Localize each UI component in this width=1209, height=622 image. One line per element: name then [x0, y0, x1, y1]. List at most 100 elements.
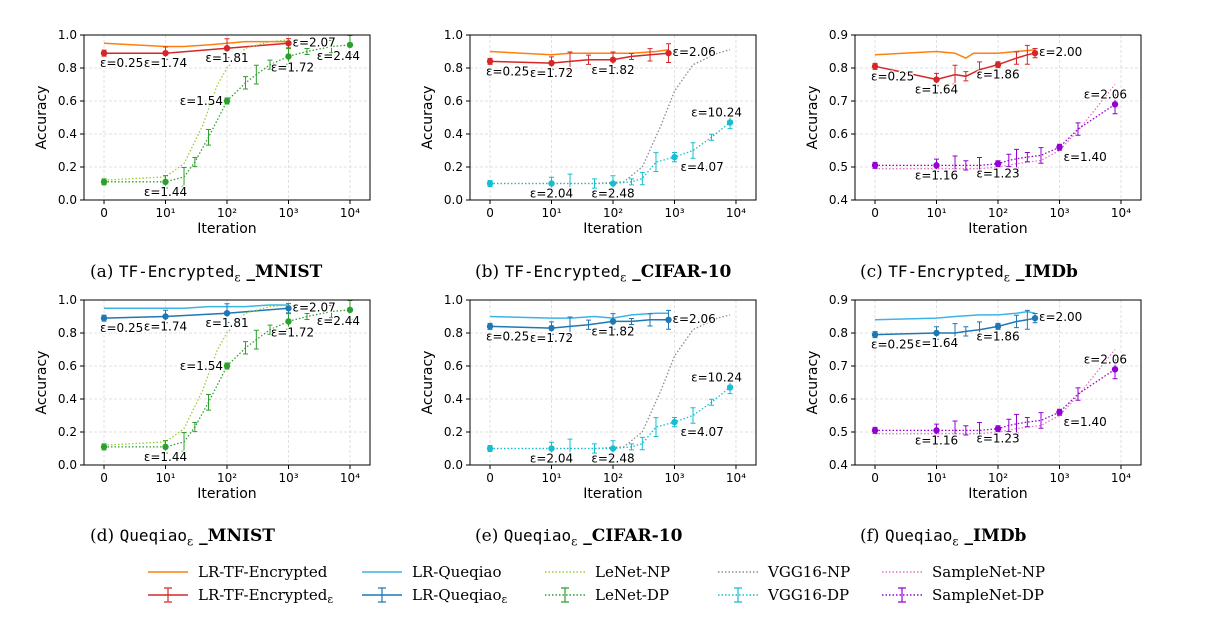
epsilon-annotation: ε=2.07	[292, 35, 335, 49]
data-point	[933, 329, 940, 337]
series-vgg16-dp	[486, 115, 734, 194]
epsilon-annotation: ε=2.07	[292, 300, 335, 314]
x-axis-label: Iteration	[197, 486, 256, 502]
y-tick-label: 0.2	[444, 160, 463, 174]
legend-label: LR-TF-Encryptedε	[198, 586, 333, 606]
series-line	[104, 304, 289, 310]
data-point	[486, 58, 494, 65]
error-bar	[653, 417, 659, 437]
data-point	[486, 180, 494, 187]
error-bar	[629, 178, 635, 186]
epsilon-annotation: ε=1.74	[144, 320, 187, 334]
series-lr-tf-encrypted	[103, 40, 289, 48]
x-axis-label: Iteration	[197, 221, 256, 237]
error-bar	[1014, 148, 1020, 169]
epsilon-annotation: ε=2.06	[1084, 87, 1127, 101]
error-bar	[567, 51, 573, 72]
x-tick-label: 10²	[988, 471, 1008, 485]
data-point	[162, 49, 169, 57]
legend-item: SampleNet-DP	[882, 586, 1044, 604]
y-axis-label: Accuracy	[805, 351, 821, 415]
x-axis-label: Iteration	[583, 221, 642, 237]
y-tick-label: 0.4	[444, 392, 463, 406]
subfigure-caption-f: (f) Queqiaoε _IMDb	[860, 526, 1027, 549]
x-tick-label: 10⁴	[726, 471, 746, 485]
chart-c: 0.40.50.60.70.80.90 10¹ 10² 10³ 10⁴ε=0.25ε=1…	[805, 28, 1142, 237]
error-bar	[253, 64, 259, 85]
subfigure-caption-a: (a) TF-Encryptedε _MNIST	[90, 262, 323, 285]
epsilon-annotation: ε=1.64	[915, 336, 958, 350]
epsilon-annotation: ε=1.44	[144, 185, 187, 199]
x-tick-label: 10³	[1049, 206, 1069, 220]
error-bar	[1075, 122, 1081, 136]
x-tick-label: 10³	[1049, 471, 1069, 485]
x-tick-label: 10³	[278, 206, 298, 220]
error-bar	[952, 323, 958, 343]
legend-item: LR-TF-Encrypted	[148, 563, 328, 581]
y-tick-label: 0.8	[58, 326, 77, 340]
epsilon-annotation: ε=1.23	[976, 167, 1019, 181]
epsilon-annotation: ε=1.40	[1063, 150, 1106, 164]
y-tick-label: 0.8	[829, 326, 848, 340]
error-bar	[1038, 147, 1044, 164]
epsilon-annotation: ε=1.16	[915, 433, 958, 447]
legend-label: VGG16-DP	[767, 586, 849, 604]
y-tick-label: 1.0	[444, 28, 463, 42]
legend-item: LR-TF-Encryptedε	[148, 586, 333, 606]
epsilon-annotation: ε=0.25	[486, 64, 529, 78]
epsilon-annotation: ε=0.25	[871, 69, 914, 83]
subfigure-caption-c: (c) TF-Encryptedε _IMDb	[860, 262, 1078, 285]
error-bar	[567, 173, 573, 194]
error-bar	[591, 178, 597, 189]
legend-label: LR-TF-Encrypted	[198, 563, 328, 581]
legend-item: VGG16-DP	[718, 586, 849, 604]
data-point	[486, 445, 494, 452]
series-lr-tf-encrypted-	[486, 43, 672, 72]
series-line	[874, 310, 1036, 321]
x-tick-label: 0	[100, 206, 108, 220]
x-tick-label: 10¹	[155, 206, 175, 220]
data-point	[665, 316, 672, 323]
series-line	[874, 49, 1036, 59]
error-bar	[1014, 314, 1020, 329]
error-bar	[952, 155, 958, 176]
x-tick-label: 10²	[217, 206, 237, 220]
legend-item: LR-Queqiaoε	[362, 586, 508, 606]
y-tick-label: 0.8	[444, 326, 463, 340]
data-point	[223, 45, 231, 52]
epsilon-annotation: ε=1.23	[976, 432, 1019, 446]
x-tick-label: 10¹	[155, 471, 175, 485]
plot-frame	[469, 34, 757, 201]
x-tick-label: 10¹	[926, 206, 946, 220]
data-point	[933, 162, 940, 169]
series-lr-queqiao-	[871, 309, 1039, 343]
y-axis-label: Accuracy	[34, 86, 50, 150]
error-bar	[328, 304, 334, 319]
y-tick-label: 0.2	[444, 425, 463, 439]
epsilon-annotation: ε=0.25	[100, 56, 143, 70]
error-bar	[1024, 44, 1030, 65]
data-point	[223, 310, 231, 317]
y-tick-label: 0.4	[58, 392, 77, 406]
error-bar	[629, 52, 635, 60]
legend-errorbar	[561, 587, 569, 603]
epsilon-annotation: ε=0.25	[871, 338, 914, 352]
data-point	[1031, 314, 1039, 322]
error-bar	[690, 407, 696, 424]
y-tick-label: 0.7	[829, 359, 848, 373]
y-tick-label: 0.6	[444, 94, 463, 108]
series-lenet-dp	[100, 35, 354, 189]
x-tick-label: 10²	[603, 206, 623, 220]
error-bar	[328, 39, 334, 54]
data-point	[486, 323, 494, 330]
legend-item: LeNet-DP	[545, 586, 669, 604]
y-tick-label: 0.8	[444, 61, 463, 75]
epsilon-annotation: ε=1.16	[915, 168, 958, 182]
epsilon-annotation: ε=2.06	[1084, 352, 1127, 366]
series-line	[490, 386, 731, 450]
data-point	[346, 306, 354, 314]
data-point	[609, 180, 617, 187]
y-tick-label: 0.5	[829, 160, 848, 174]
